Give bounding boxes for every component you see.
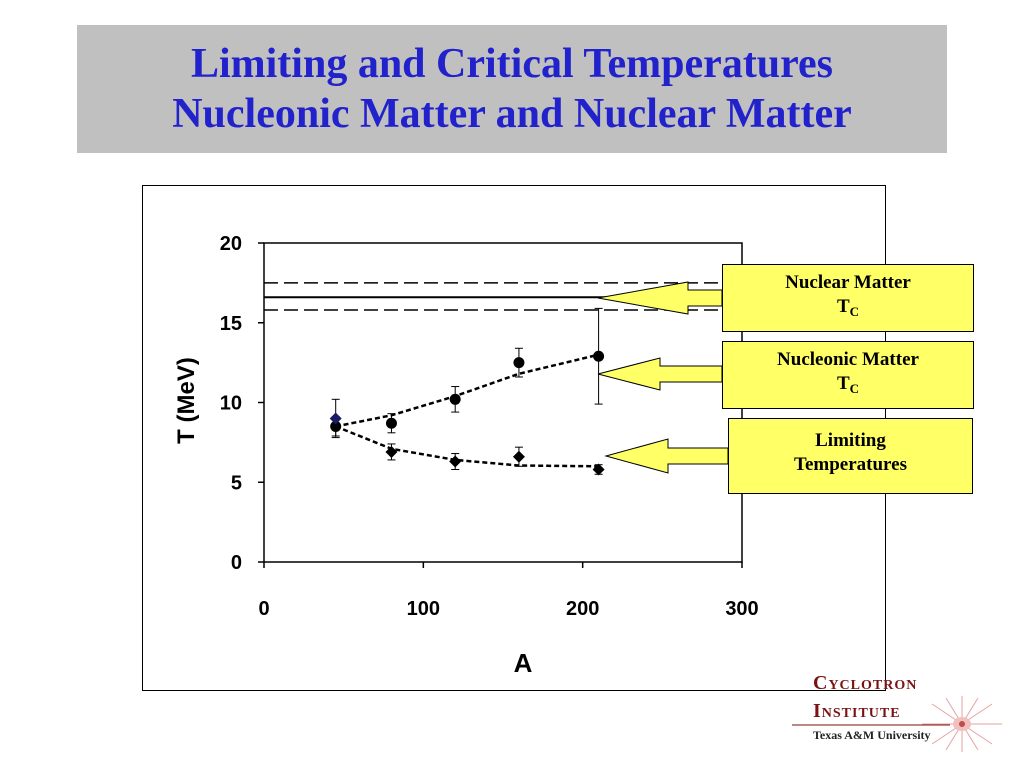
- callout-nucleonic-subscript: C: [849, 381, 860, 396]
- callout-nuclear-symbol-line: TC: [723, 295, 973, 324]
- series-0-fit-curve: [335, 353, 599, 428]
- series-0-point-2: [449, 393, 461, 405]
- callout-limiting-temperatures: Limiting Temperatures: [728, 418, 973, 494]
- y-tick-label-3: 15: [220, 313, 242, 335]
- callout-nuclear-matter: Nuclear Matter TC: [722, 264, 974, 332]
- cyclotron-institute-logo: Cyclotron Institute Texas A&M University: [790, 668, 1020, 758]
- callout-nuclear-subscript: C: [849, 304, 860, 319]
- logo-line3: Texas A&M University: [813, 728, 931, 742]
- series-1-point-4: [592, 463, 605, 476]
- callout-nuclear-label: Nuclear Matter: [785, 272, 911, 293]
- callout-nuclear-symbol: T: [836, 296, 850, 317]
- series-0-point-1: [385, 417, 397, 429]
- slide-title-line2: Nucleonic Matter and Nuclear Matter: [172, 91, 852, 137]
- slide-title-box: Limiting and Critical Temperatures Nucle…: [77, 25, 947, 153]
- callout-nucleonic-symbol-line: TC: [723, 372, 973, 401]
- x-tick-label-2: 200: [566, 598, 599, 620]
- callout-nucleonic-symbol: T: [836, 373, 850, 394]
- callout-nucleonic-label: Nucleonic Matter: [777, 349, 919, 370]
- slide-title-line1: Limiting and Critical Temperatures: [190, 41, 834, 87]
- series-1-point-1: [385, 445, 398, 458]
- y-tick-label-1: 5: [231, 472, 242, 494]
- logo-line2: Institute: [813, 700, 901, 722]
- x-axis-label: A: [514, 648, 533, 678]
- callout-limiting-line1: Limiting: [815, 430, 886, 451]
- series-0-point-3: [513, 357, 525, 369]
- series-1-point-0: [329, 412, 342, 425]
- x-tick-label-0: 0: [258, 598, 269, 620]
- callout-limiting-line2: Temperatures: [794, 454, 907, 475]
- series-1-fit-curve: [335, 425, 599, 468]
- y-tick-label-4: 20: [220, 233, 242, 255]
- y-tick-label-0: 0: [231, 552, 242, 574]
- series-1-point-3: [512, 450, 525, 463]
- callout-nucleonic-matter: Nucleonic Matter TC: [722, 341, 974, 409]
- y-axis-label: T (MeV): [173, 357, 200, 444]
- x-tick-label-1: 100: [407, 598, 440, 620]
- logo-starburst-icon: [792, 696, 1002, 752]
- logo-line1: Cyclotron: [813, 672, 918, 694]
- y-tick-label-2: 10: [220, 393, 242, 415]
- series-1-point-2: [449, 455, 462, 468]
- series-0-point-4: [593, 350, 605, 362]
- x-tick-label-3: 300: [725, 598, 758, 620]
